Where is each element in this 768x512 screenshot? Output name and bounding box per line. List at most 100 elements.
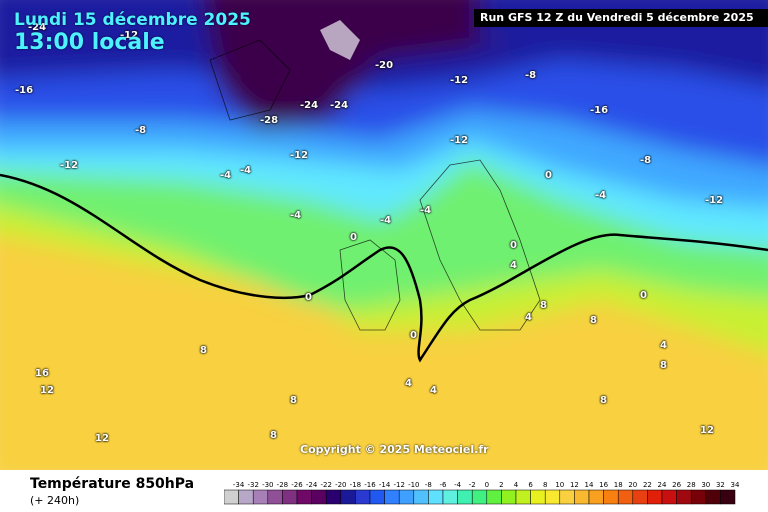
legend-swatch [224, 489, 239, 505]
lead-time: (+ 240h) [30, 494, 80, 507]
legend-tick: 4 [514, 481, 519, 489]
legend-tick: 8 [543, 481, 547, 489]
legend-tick: -26 [291, 481, 303, 489]
legend-tick: -24 [306, 481, 318, 489]
legend-tick: 32 [716, 481, 725, 489]
temperature-label: 8 [200, 345, 207, 356]
temperature-label: 0 [545, 170, 552, 181]
legend-swatch [311, 489, 327, 505]
forecast-time: 13:00 locale [14, 30, 165, 55]
temperature-label: 4 [405, 378, 412, 389]
legend-tick: 16 [599, 481, 608, 489]
temperature-label: 4 [525, 312, 532, 323]
legend-swatch [238, 489, 254, 505]
temperature-label: -24 [28, 22, 47, 33]
legend-tick: -12 [393, 481, 404, 489]
legend-swatch [355, 489, 371, 505]
legend-swatch [325, 489, 342, 505]
legend-tick: 14 [585, 481, 594, 489]
temperature-label: -12 [290, 150, 309, 161]
temperature-label: 0 [510, 240, 517, 251]
temperature-map [0, 0, 768, 470]
legend-swatch [398, 489, 415, 505]
legend-swatch [515, 489, 531, 505]
temperature-label: -16 [15, 85, 34, 96]
temperature-label: -4 [240, 165, 252, 176]
color-scale: -34 -32 -30 -28 -26 -24 -22 -20 -18 -16 -14 -12 -10-… [224, 481, 740, 505]
temperature-label: 4 [660, 340, 667, 351]
legend-swatch [603, 489, 619, 505]
legend-tick: 26 [672, 481, 681, 489]
temperature-label: -20 [375, 60, 394, 71]
legend-tick: 20 [628, 481, 637, 489]
legend-swatch [252, 489, 269, 505]
forecast-date: Lundi 15 décembre 2025 [14, 10, 251, 30]
temperature-label: -16 [590, 105, 609, 116]
temperature-label: 12 [95, 433, 109, 444]
temperature-label: -12 [450, 75, 469, 86]
temperature-label: -4 [220, 170, 232, 181]
legend-swatch [632, 489, 648, 505]
temperature-label: -4 [595, 190, 607, 201]
legend-tick: -16 [364, 481, 376, 489]
legend-tick: 22 [643, 481, 652, 489]
legend-swatch [486, 489, 502, 505]
legend-tick: 28 [687, 481, 696, 489]
legend-tick: -22 [320, 481, 331, 489]
temperature-label: -12 [450, 135, 469, 146]
legend-swatch [428, 489, 444, 505]
legend-tick: 34 [731, 481, 740, 489]
legend-swatch [544, 489, 561, 505]
legend-swatch [720, 489, 736, 505]
temperature-label: 8 [600, 395, 607, 406]
legend-swatch [690, 489, 707, 505]
legend-tick: -20 [335, 481, 346, 489]
legend-swatch [647, 489, 663, 505]
legend-tick: 12 [570, 481, 579, 489]
legend-swatch [369, 489, 385, 505]
run-banner: Run GFS 12 Z du Vendredi 5 décembre 2025 [474, 9, 768, 27]
legend-swatch [676, 489, 692, 505]
temperature-label: -8 [525, 70, 537, 81]
legend-tick: 2 [499, 481, 503, 489]
temperature-label: 12 [40, 385, 54, 396]
temperature-label: 8 [660, 360, 667, 371]
legend-swatch [384, 489, 400, 505]
temperature-label: 16 [35, 368, 49, 379]
legend-tick: -28 [277, 481, 288, 489]
temperature-label: 4 [510, 260, 517, 271]
legend-swatch [530, 489, 546, 505]
legend-swatch [457, 489, 473, 505]
copyright: Copyright © 2025 Meteociel.fr [300, 443, 489, 456]
legend-tick: 18 [614, 481, 623, 489]
temperature-label: 8 [290, 395, 297, 406]
legend-swatch [705, 489, 721, 505]
legend-tick: -18 [350, 481, 361, 489]
legend-tick: 10 [555, 481, 564, 489]
temperature-label: 0 [410, 330, 417, 341]
legend-swatch [501, 489, 517, 505]
field-name: Température 850hPa [30, 476, 195, 492]
legend-swatch [340, 489, 356, 505]
legend-swatch [588, 489, 604, 505]
legend-tick: 6 [528, 481, 533, 489]
temperature-label: 4 [430, 385, 437, 396]
temperature-label: -4 [380, 215, 392, 226]
legend-swatch [282, 489, 298, 505]
legend-tick: 0 [485, 481, 489, 489]
title-block: Lundi 15 décembre 2025 13:00 locale [14, 10, 251, 56]
temperature-label: 12 [700, 425, 714, 436]
legend-tick: -10 [408, 481, 419, 489]
temperature-label: 8 [540, 300, 547, 311]
legend-tick: -6 [440, 481, 448, 489]
temperature-label: -4 [420, 205, 432, 216]
legend-tick: -34 [233, 481, 245, 489]
temperature-label: -8 [135, 125, 147, 136]
temperature-label: -24 [300, 100, 319, 111]
temperature-label: 0 [305, 292, 312, 303]
legend-tick: -32 [247, 481, 258, 489]
temperature-label: 8 [270, 430, 277, 441]
temperature-label: -28 [260, 115, 279, 126]
legend-tick: -30 [262, 481, 273, 489]
legend-tick: 24 [658, 481, 667, 489]
